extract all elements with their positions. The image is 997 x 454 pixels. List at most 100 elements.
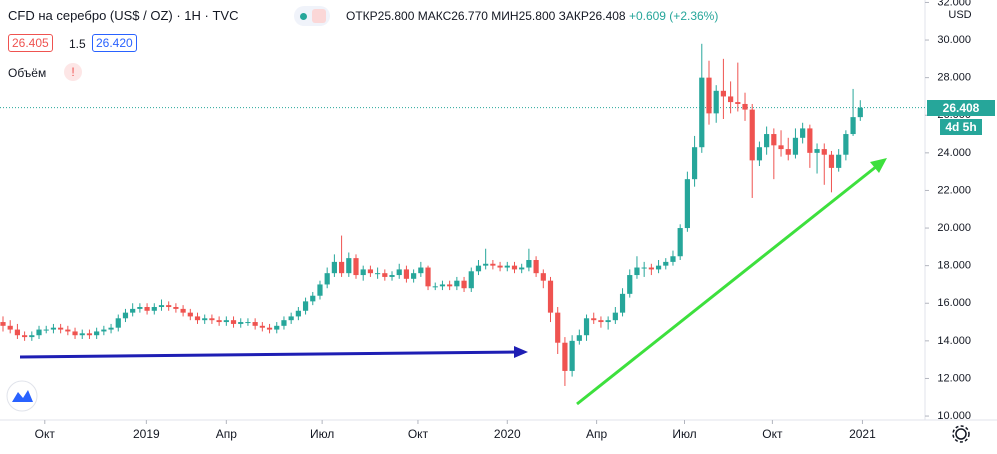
- candle-body: [648, 267, 654, 270]
- candle-body: [461, 280, 467, 289]
- candle-body: [504, 265, 510, 268]
- candle-body: [785, 149, 791, 155]
- candle-body: [562, 342, 568, 371]
- candle-body: [252, 322, 258, 326]
- candle-body: [555, 312, 561, 343]
- countdown-label: 4d 5h: [940, 119, 982, 135]
- candle-body: [778, 145, 784, 150]
- candle-body: [367, 269, 374, 274]
- candle-body: [122, 312, 129, 319]
- candle-body: [396, 269, 402, 276]
- x-tick-label: Апр: [586, 427, 608, 441]
- candle-body: [670, 256, 676, 262]
- candle-body: [547, 280, 554, 313]
- blue-arrow: [19, 346, 528, 359]
- candle-body: [821, 149, 827, 155]
- candle-body: [684, 179, 690, 229]
- candle-body: [540, 273, 546, 281]
- currency-label: USD: [948, 9, 971, 21]
- candle-body: [187, 312, 193, 317]
- volume-label: Объём: [8, 66, 47, 80]
- candle-body: [202, 318, 208, 321]
- candle-body: [814, 149, 820, 153]
- candle-body: [764, 134, 770, 148]
- y-tick-label: 32.000: [937, 0, 971, 8]
- candle-body: [36, 329, 42, 336]
- bid-box[interactable]: 26.405: [8, 34, 53, 52]
- candle-body: [245, 322, 251, 324]
- symbol-title: CFD на серебро (US$ / OZ) · 1Н · TVC: [8, 8, 239, 23]
- y-tick-label: 12.000: [937, 372, 971, 384]
- candle-body: [324, 273, 330, 285]
- candle-body: [375, 273, 381, 275]
- last-price-label: 26.408: [927, 100, 995, 116]
- candle-body: [288, 316, 294, 321]
- candle-body: [490, 263, 496, 266]
- ohlc-change: +0.609 (+2.36%): [628, 9, 719, 23]
- volume-warning[interactable]: !: [64, 63, 82, 81]
- ask-box[interactable]: 26.420: [92, 34, 137, 52]
- candle-body: [475, 265, 482, 272]
- candle-body: [108, 327, 114, 330]
- candle-body: [432, 286, 438, 288]
- candle-body: [346, 258, 352, 274]
- candle-body: [749, 109, 755, 161]
- candle-body: [158, 305, 165, 308]
- logo[interactable]: [6, 380, 38, 412]
- candle-body: [238, 322, 244, 324]
- candle-body: [728, 96, 734, 103]
- candle-body: [22, 335, 28, 338]
- candle-body: [58, 327, 64, 330]
- candle-body: [317, 284, 323, 296]
- candle-body: [403, 269, 410, 279]
- ohlc-low: МИН25.800: [491, 9, 556, 23]
- candle-body: [50, 327, 57, 330]
- candle-body: [634, 267, 640, 276]
- candle-body: [771, 134, 777, 146]
- status-icons[interactable]: [294, 6, 330, 26]
- ohlc-high: МАКС26.770: [417, 9, 488, 23]
- x-tick-label: Окт: [762, 427, 783, 441]
- candle-body: [439, 284, 446, 287]
- candle-body: [720, 90, 727, 97]
- candle-body: [137, 307, 143, 309]
- x-tick-label: Окт: [408, 427, 429, 441]
- settings-icon[interactable]: [952, 425, 970, 443]
- ohlc-close: ЗАКР26.408: [558, 9, 626, 23]
- candle-body: [735, 102, 741, 104]
- ohlc-info: ОТКР25.800 МАКС26.770 МИН25.800 ЗАКР26.4…: [346, 9, 718, 23]
- y-tick-label: 30.000: [937, 34, 971, 46]
- candle-body: [691, 147, 698, 180]
- x-tick-label: Июл: [310, 427, 334, 441]
- candle-body: [65, 329, 71, 332]
- candle-body: [533, 260, 539, 274]
- x-tick-label: Июл: [672, 427, 696, 441]
- y-tick-label: 18.000: [937, 260, 971, 272]
- candle-body: [295, 310, 301, 317]
- candle-body: [180, 308, 186, 313]
- candle-body: [519, 267, 525, 270]
- candle-body: [281, 320, 287, 326]
- candle-body: [425, 267, 431, 287]
- candle-body: [7, 325, 13, 330]
- candle-body: [29, 335, 35, 338]
- candle-body: [302, 301, 309, 311]
- candle-body: [14, 329, 21, 336]
- candle-body: [526, 260, 532, 268]
- candle-body: [807, 128, 813, 153]
- candle-body: [418, 267, 424, 274]
- x-tick-label: Окт: [35, 427, 56, 441]
- y-tick-label: 14.000: [937, 335, 971, 347]
- candle-body: [483, 263, 489, 266]
- y-tick-label: 22.000: [937, 184, 971, 196]
- candle-body: [598, 320, 604, 323]
- candle-body: [86, 333, 93, 336]
- candle-body: [828, 154, 835, 168]
- candle-body: [43, 329, 49, 331]
- candle-body: [497, 265, 503, 268]
- y-tick-label: 10.000: [937, 410, 971, 422]
- candle-body: [742, 103, 748, 110]
- candle-body: [857, 107, 863, 118]
- candle-body: [389, 275, 395, 277]
- x-tick-label: 2021: [849, 427, 876, 441]
